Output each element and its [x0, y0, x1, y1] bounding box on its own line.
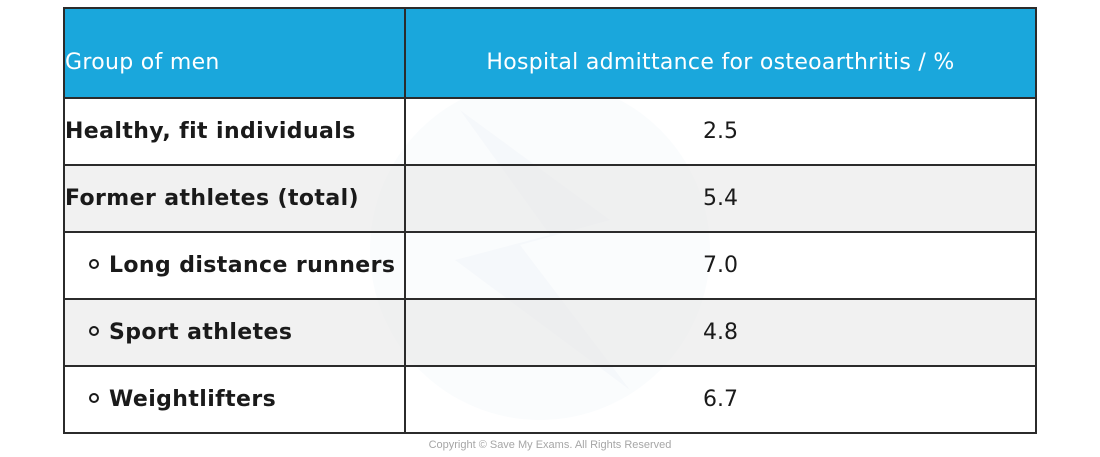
table-body: Healthy, fit individuals 2.5 Former athl… [63, 97, 1037, 434]
row-value-cell: 4.8 [404, 298, 1037, 367]
table-row: Long distance runners 7.0 [63, 231, 1037, 300]
row-value-cell: 6.7 [404, 365, 1037, 434]
row-group-cell: Long distance runners [63, 231, 406, 300]
row-group-cell: Healthy, fit individuals [63, 97, 406, 166]
table-row: Former athletes (total) 5.4 [63, 164, 1037, 233]
osteoarthritis-table: Group of men Hospital admittance for ost… [63, 7, 1037, 434]
table-row: Sport athletes 4.8 [63, 298, 1037, 367]
bullet-circle-icon [89, 259, 99, 269]
header-group-of-men: Group of men [63, 7, 406, 99]
row-group-cell: Former athletes (total) [63, 164, 406, 233]
row-value-cell: 2.5 [404, 97, 1037, 166]
copyright-notice: Copyright © Save My Exams. All Rights Re… [428, 439, 672, 451]
header-hospital-admittance: Hospital admittance for osteoarthritis /… [404, 7, 1037, 99]
row-value-cell: 5.4 [404, 164, 1037, 233]
row-group-label: Weightlifters [109, 387, 277, 412]
header-row: Group of men Hospital admittance for ost… [63, 7, 1037, 99]
row-group-cell: Weightlifters [63, 365, 406, 434]
table-row: Weightlifters 6.7 [63, 365, 1037, 434]
bullet-circle-icon [89, 326, 99, 336]
row-group-cell: Sport athletes [63, 298, 406, 367]
row-group-label: Sport athletes [109, 320, 293, 345]
table-header: Group of men Hospital admittance for ost… [63, 7, 1037, 99]
row-group-label: Healthy, fit individuals [65, 119, 356, 144]
row-group-label: Former athletes (total) [65, 186, 359, 211]
bullet-circle-icon [89, 393, 99, 403]
row-value-cell: 7.0 [404, 231, 1037, 300]
row-group-label: Long distance runners [109, 253, 396, 278]
table-row: Healthy, fit individuals 2.5 [63, 97, 1037, 166]
